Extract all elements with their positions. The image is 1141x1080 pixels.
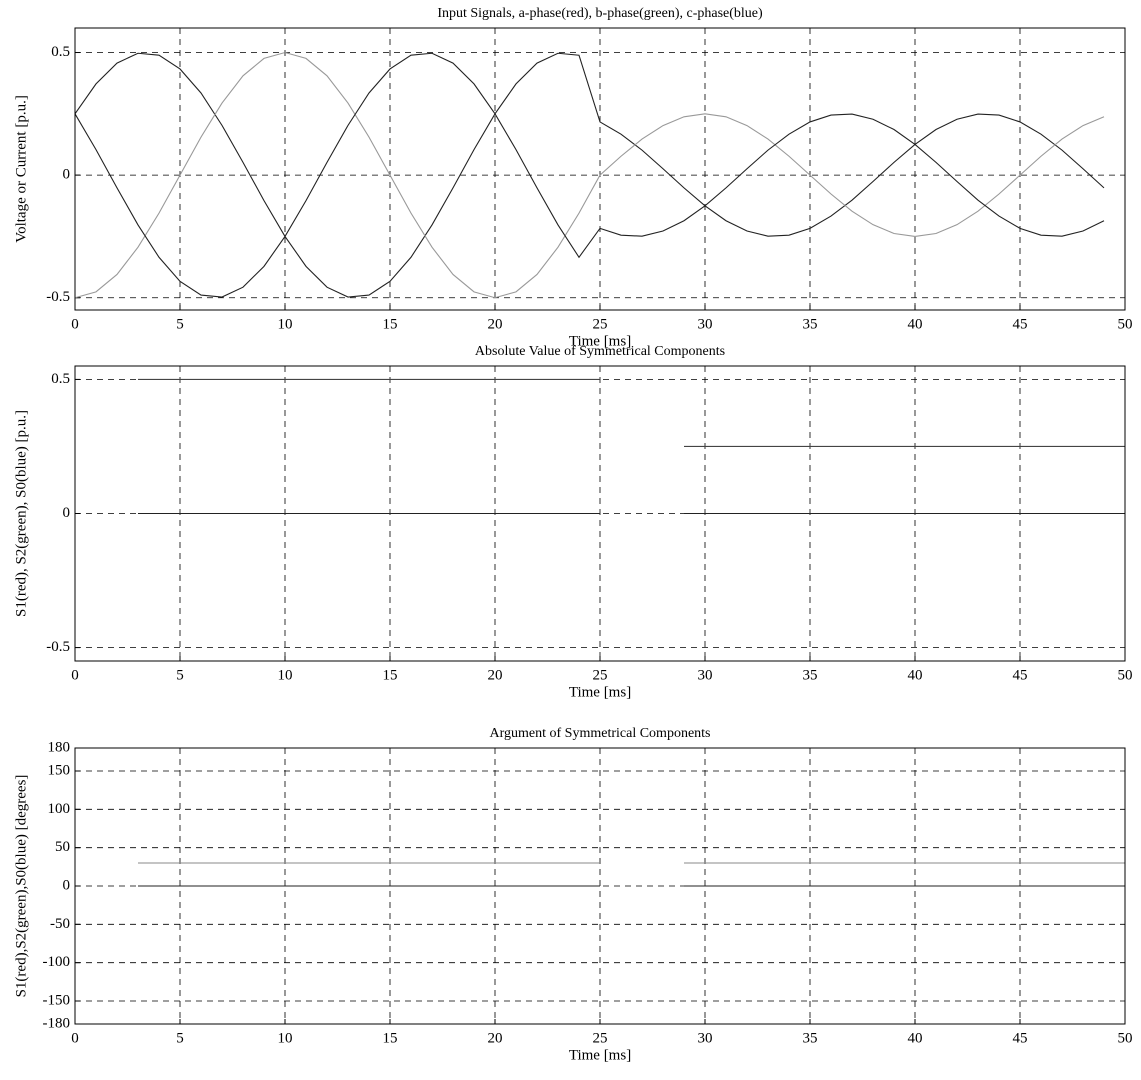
x-tick-label: 15 <box>383 316 398 332</box>
x-tick-label: 25 <box>593 1030 608 1046</box>
x-tick-label: 0 <box>71 1030 79 1046</box>
y-tick-label: 150 <box>48 762 71 778</box>
chart-title: Absolute Value of Symmetrical Components <box>475 344 725 359</box>
x-tick-label: 35 <box>803 316 818 332</box>
chart-title: Input Signals, a-phase(red), b-phase(gre… <box>437 6 763 21</box>
x-tick-label: 0 <box>71 316 79 332</box>
y-tick-label: 0 <box>63 505 71 521</box>
axes-frame <box>74 747 1126 1025</box>
x-tick-label: 20 <box>488 667 503 683</box>
y-tick-label: 0.5 <box>51 44 70 60</box>
plot-area <box>75 28 1125 310</box>
series-line <box>138 378 1125 448</box>
y-tick-label: -50 <box>50 916 70 932</box>
x-tick-label: 40 <box>908 1030 923 1046</box>
x-tick-label: 15 <box>383 1030 398 1046</box>
axes-frame <box>74 27 1126 311</box>
x-tick-label: 30 <box>698 667 713 683</box>
x-tick-label: 45 <box>1013 667 1028 683</box>
y-axis-label: S1(red), S2(green), S0(blue) [p.u.] <box>13 410 29 617</box>
x-tick-label: 40 <box>908 316 923 332</box>
series-line <box>74 52 1105 298</box>
y-tick-label: -0.5 <box>46 639 70 655</box>
y-tick-label: 0.5 <box>51 371 70 387</box>
x-axis-label: Time [ms] <box>569 333 631 349</box>
axes-frame <box>74 365 1126 662</box>
y-axis-label: Voltage or Current [p.u.] <box>13 95 29 243</box>
x-tick-label: 35 <box>803 1030 818 1046</box>
y-tick-label: -100 <box>43 954 71 970</box>
y-tick-label: 100 <box>48 801 71 817</box>
x-tick-label: 35 <box>803 667 818 683</box>
x-tick-label: 20 <box>488 1030 503 1046</box>
x-tick-label: 5 <box>176 316 184 332</box>
x-tick-label: 25 <box>593 667 608 683</box>
x-tick-label: 45 <box>1013 316 1028 332</box>
series-line <box>74 51 1105 299</box>
x-tick-label: 50 <box>1118 1030 1133 1046</box>
x-tick-label: 50 <box>1118 316 1133 332</box>
x-axis-label: Time [ms] <box>569 1047 631 1063</box>
x-tick-label: 20 <box>488 316 503 332</box>
x-tick-label: 30 <box>698 1030 713 1046</box>
x-tick-label: 30 <box>698 316 713 332</box>
y-axis-label: S1(red),S2(green),S0(blue) [degrees] <box>13 775 29 998</box>
y-tick-label: 180 <box>48 739 71 755</box>
series-line <box>74 52 1105 298</box>
x-axis-label: Time [ms] <box>569 684 631 700</box>
x-tick-label: 5 <box>176 667 184 683</box>
x-tick-label: 0 <box>71 667 79 683</box>
y-tick-label: -180 <box>43 1015 71 1031</box>
x-tick-label: 10 <box>278 316 293 332</box>
y-tick-label: 50 <box>55 839 70 855</box>
x-tick-label: 50 <box>1118 667 1133 683</box>
y-tick-label: 0 <box>63 167 71 183</box>
x-tick-label: 15 <box>383 667 398 683</box>
y-tick-label: -0.5 <box>46 289 70 305</box>
x-tick-label: 5 <box>176 1030 184 1046</box>
x-tick-label: 10 <box>278 1030 293 1046</box>
x-tick-label: 25 <box>593 316 608 332</box>
chart-title: Argument of Symmetrical Components <box>490 726 711 741</box>
x-tick-label: 10 <box>278 667 293 683</box>
x-tick-label: 45 <box>1013 1030 1028 1046</box>
y-tick-label: 0 <box>63 877 71 893</box>
x-tick-label: 40 <box>908 667 923 683</box>
y-tick-label: -150 <box>43 992 71 1008</box>
